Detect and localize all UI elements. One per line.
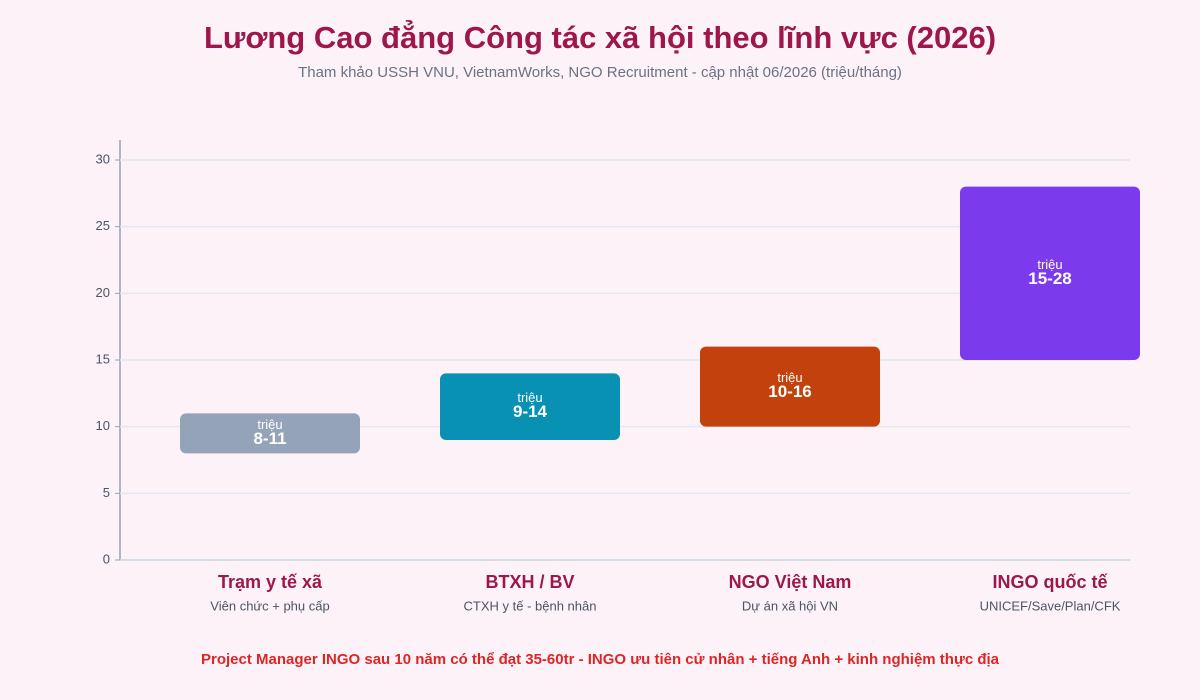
category-note: UNICEF/Save/Plan/CFK xyxy=(980,598,1121,613)
bar-unit-label: triệu xyxy=(1037,257,1062,272)
x-tick-label: INGO quốc tế xyxy=(992,572,1108,592)
chart-subtitle: Tham khảo USSH VNU, VietnamWorks, NGO Re… xyxy=(298,64,902,81)
y-tick-label: 10 xyxy=(96,418,110,433)
bar-value-label: 15-28 xyxy=(1028,269,1071,288)
bar-unit-label: triệu xyxy=(777,370,802,385)
y-tick-label: 20 xyxy=(96,285,110,300)
category-note: Viên chức + phụ cấp xyxy=(210,598,329,613)
bar-value-label: 10-16 xyxy=(768,382,811,401)
bar xyxy=(700,346,880,427)
bar xyxy=(180,413,360,454)
chart-title: Lương Cao đẳng Công tác xã hội theo lĩnh… xyxy=(204,19,996,55)
x-tick-label: Trạm y tế xã xyxy=(218,572,323,592)
y-tick-label: 25 xyxy=(96,218,110,233)
bar xyxy=(960,186,1140,360)
category-note: Dự án xã hội VN xyxy=(742,598,838,613)
bar xyxy=(440,373,620,440)
category-note: CTXH y tế - bệnh nhân xyxy=(464,598,597,613)
y-tick-label: 15 xyxy=(96,351,110,366)
bar-value-label: 9-14 xyxy=(513,402,548,421)
bar-unit-label: triệu xyxy=(517,390,542,405)
y-tick-label: 30 xyxy=(96,151,110,166)
y-tick-label: 5 xyxy=(103,485,110,500)
footnote: Project Manager INGO sau 10 năm có thể đ… xyxy=(201,651,1000,668)
bar-unit-label: triệu xyxy=(257,417,282,432)
bar-value-label: 8-11 xyxy=(253,429,286,448)
x-tick-label: NGO Việt Nam xyxy=(729,572,852,592)
x-tick-label: BTXH / BV xyxy=(485,572,574,592)
y-tick-label: 0 xyxy=(103,551,110,566)
